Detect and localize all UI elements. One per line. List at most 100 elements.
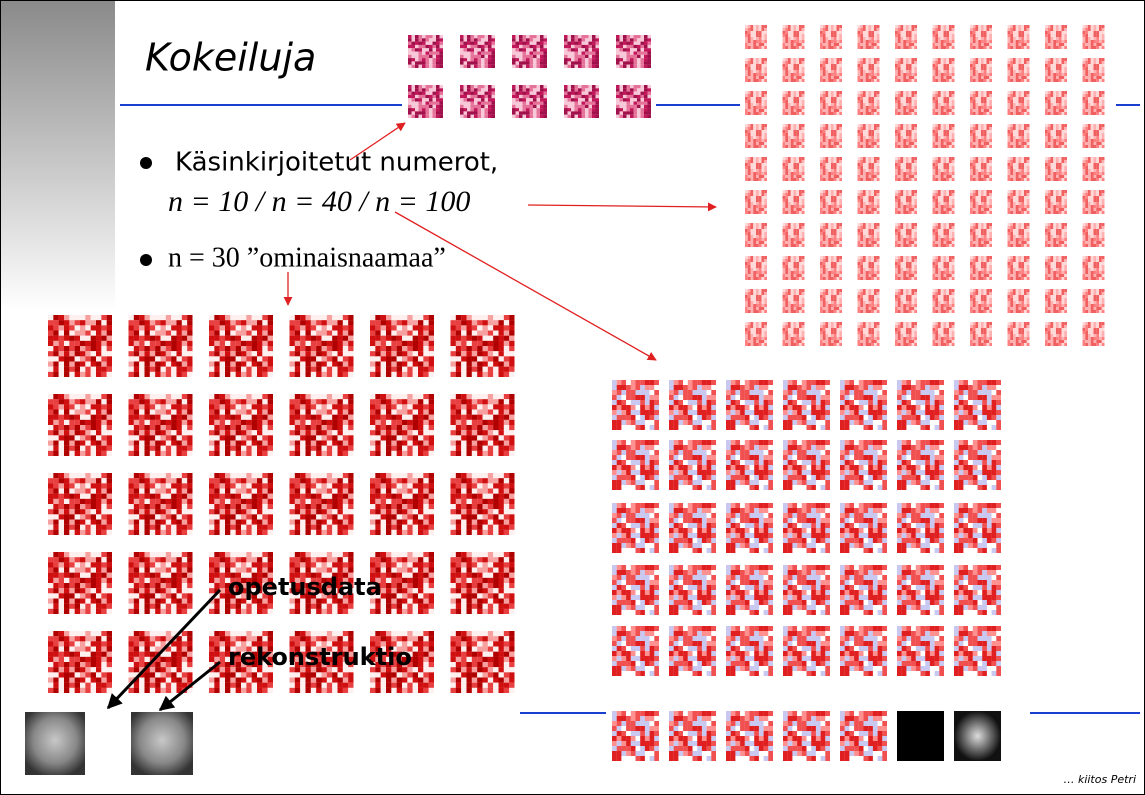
tile-image: [783, 322, 805, 346]
tile-image: [897, 440, 944, 490]
tile-image: [1008, 25, 1030, 49]
tile-image: [858, 157, 880, 181]
slide: Kokeiluja Käsinkirjoitetut numerot, n = …: [0, 0, 1145, 795]
tile-image: [1045, 157, 1067, 181]
tile-image: [954, 626, 1001, 676]
tile-image: [840, 380, 887, 430]
tile-image: [783, 25, 805, 49]
tile-image: [897, 565, 944, 615]
tile-image: [1008, 322, 1030, 346]
tile-image: [745, 58, 767, 82]
tile-image: [820, 322, 842, 346]
tile-image: [820, 58, 842, 82]
tile-image: [451, 473, 515, 535]
tile-image: [616, 35, 651, 68]
tile-image: [820, 256, 842, 280]
tile-image: [820, 289, 842, 313]
tile-image: [1083, 124, 1105, 148]
tile-image: [745, 289, 767, 313]
tile-image: [783, 223, 805, 247]
tile-image: [933, 124, 955, 148]
tile-image: [1045, 91, 1067, 115]
tile-image: [612, 440, 659, 490]
title: Kokeiluja: [145, 36, 316, 80]
tile-image: [1045, 124, 1067, 148]
tile-image: [820, 157, 842, 181]
tile-image: [48, 473, 112, 535]
tile-image: [669, 503, 716, 553]
tile-image: [745, 91, 767, 115]
tile-image: [408, 35, 443, 68]
tile-image: [1083, 322, 1105, 346]
tile-image: [820, 223, 842, 247]
tile-image: [895, 190, 917, 214]
tile-image: [290, 394, 354, 456]
tile-image: [970, 289, 992, 313]
tile-image: [970, 322, 992, 346]
tile-image: [290, 473, 354, 535]
tile-image: [1008, 157, 1030, 181]
tile-image: [1083, 58, 1105, 82]
tile-image: [783, 124, 805, 148]
tile-image: [897, 626, 944, 676]
tile-image: [460, 35, 495, 68]
tile-image: [1045, 25, 1067, 49]
tile-image: [451, 631, 515, 693]
tile-image: [745, 124, 767, 148]
tile-image: [48, 394, 112, 456]
tile-image: [1008, 91, 1030, 115]
tile-image: [783, 190, 805, 214]
tile-image: [933, 157, 955, 181]
tile-image: [129, 473, 193, 535]
tile-image: [1083, 190, 1105, 214]
tile-image: [1083, 289, 1105, 313]
tile-image: [783, 289, 805, 313]
bullet: [140, 157, 152, 169]
tile-image: [895, 25, 917, 49]
tile-image: [726, 380, 773, 430]
tile-image: [612, 626, 659, 676]
tile-image: [858, 322, 880, 346]
tile-image: [858, 91, 880, 115]
tile-image: [451, 552, 515, 614]
tile-image: [669, 440, 716, 490]
tile-image: [1008, 256, 1030, 280]
tile-image: [370, 473, 434, 535]
tile-image: [669, 626, 716, 676]
tile-image: [1045, 322, 1067, 346]
tile-image: [1045, 190, 1067, 214]
tile-image: [129, 552, 193, 614]
tile-image: [897, 711, 944, 761]
tile-image: [669, 711, 716, 761]
tile-image: [840, 626, 887, 676]
tile-image: [1008, 289, 1030, 313]
tile-image: [954, 503, 1001, 553]
tile-image: [408, 85, 443, 118]
tile-image: [970, 124, 992, 148]
tile-image: [933, 256, 955, 280]
tile-image: [564, 85, 599, 118]
side-bar: [1, 1, 115, 311]
tile-image: [745, 157, 767, 181]
tile-image: [209, 315, 273, 377]
tile-image: [209, 394, 273, 456]
tile-image: [1045, 58, 1067, 82]
tile-image: [1045, 289, 1067, 313]
tile-image: [933, 58, 955, 82]
tile-image: [616, 85, 651, 118]
tile-image: [745, 190, 767, 214]
tile-image: [954, 380, 1001, 430]
tile-image: [840, 503, 887, 553]
tile-image: [895, 157, 917, 181]
tile-image: [970, 190, 992, 214]
tile-image: [933, 190, 955, 214]
tile-image: [858, 25, 880, 49]
tile-image: [895, 289, 917, 313]
tile-image: [840, 565, 887, 615]
tile-image: [970, 223, 992, 247]
tile-image: [783, 91, 805, 115]
tile-image: [820, 25, 842, 49]
tile-image: [1083, 256, 1105, 280]
credit: … kiitos Petri: [1063, 773, 1136, 786]
tile-image: [612, 565, 659, 615]
